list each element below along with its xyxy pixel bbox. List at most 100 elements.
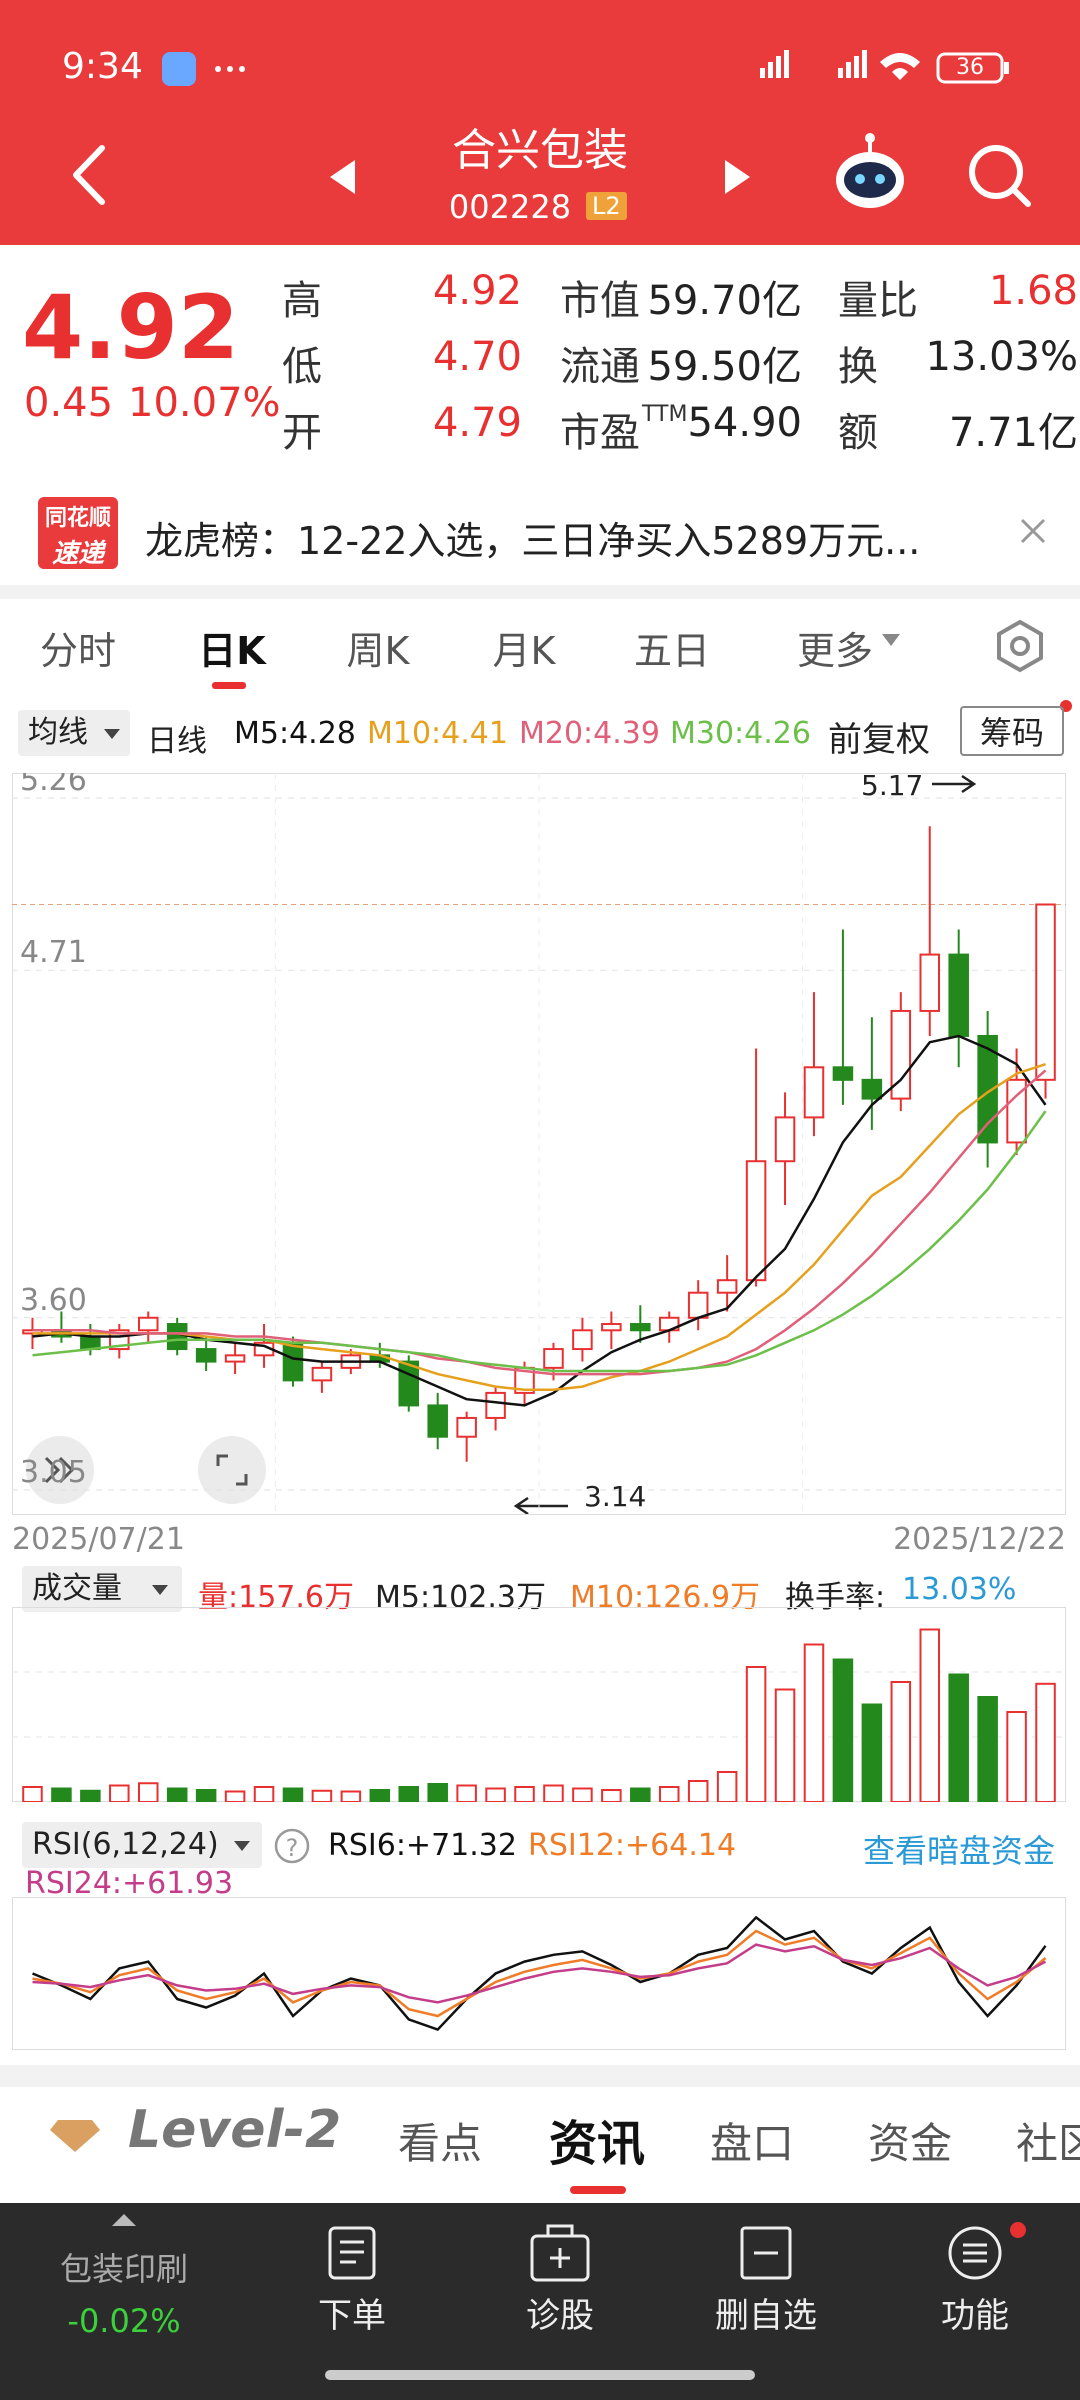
candle-body [832,1066,854,1081]
level2-brand[interactable]: Level-2 [128,2100,342,2160]
volume-bar [745,1666,767,1802]
rsi-selector[interactable]: RSI(6,12,24) [22,1822,262,1868]
volume-bar [514,1786,535,1802]
rsi-legend: RSI6:+71.32 [328,1828,517,1863]
chart-tab[interactable]: 更多 [796,629,874,673]
turnover-value: 13.03% [902,1572,1017,1607]
x-end-label: 2025/12/22 [893,1522,1066,1557]
volume-bar [166,1787,188,1802]
candle-body [919,953,941,1012]
stat-value: 4.70 [432,334,522,380]
info-tab[interactable]: 盘口 [709,2119,795,2168]
info-tab[interactable]: 看点 [397,2119,483,2168]
info-tab[interactable]: 资金 [867,2119,953,2168]
volume-bar [398,1786,420,1802]
high-annotation: 5.17 [861,773,923,802]
quote-divider [0,585,1080,599]
volume-bar [51,1787,72,1802]
stat-value: 7.71亿 [948,410,1078,456]
chart-tab[interactable]: 月K [492,629,556,673]
tab-indicator [212,682,246,689]
volume-bar [774,1688,796,1802]
stat-label: 市值 [560,278,640,324]
volume-bar [224,1790,246,1802]
sector-name[interactable]: 包装印刷 [59,2250,189,2288]
series-line [32,1063,1046,1392]
stat-value: 4.92 [432,268,522,314]
volume-bar [22,1786,43,1802]
help-icon[interactable] [274,1828,310,1864]
nav-item[interactable]: 下单 [318,2296,386,2336]
stat-label: 高 [282,278,322,324]
stat-label: 流通 [560,344,640,390]
news-close[interactable] [1020,518,1046,544]
volume-bar [832,1658,854,1802]
volume-chart [12,1607,1066,1802]
turnover-label: 换手率: [785,1580,886,1615]
volume-bar [80,1789,101,1802]
candle-body [398,1360,420,1407]
volume-bar [658,1786,680,1802]
x-start-label: 2025/07/21 [12,1522,185,1557]
volume-bar [282,1787,304,1802]
candle-body [543,1348,564,1369]
dark-pool-link[interactable]: 查看暗盘资金 [862,1832,1055,1870]
volume-legend: M5:102.3万 [375,1580,546,1615]
candle-body [774,1116,796,1163]
volume-bar [195,1789,217,1802]
series-line [32,1915,1047,2032]
news-logo-top: 同花顺 [44,506,112,531]
candle-body [22,1329,43,1335]
ma-legend: M5:4.28 [234,716,356,751]
chart-tab[interactable]: 周K [346,629,410,673]
chart-tab[interactable]: 日K [198,629,266,673]
status-time: 9:34 [62,46,143,87]
volume-bar [630,1787,651,1802]
candle-body [456,1416,477,1438]
candle-body [166,1323,188,1351]
volume-bar [572,1787,593,1802]
series-line [32,1110,1047,1373]
volume-bar [485,1787,506,1802]
y-tick-label: 3.60 [20,1283,87,1318]
series-line [32,1929,1047,2018]
price-change: 0.45 [24,380,114,426]
last-price: 4.92 [22,276,240,379]
battery-level: 36 [956,55,984,80]
ma-legend: M20:4.39 [519,716,660,751]
candle-body [195,1348,217,1363]
volume-bar [601,1789,622,1802]
help-mark: ? [286,1834,299,1862]
volume-bar [803,1643,825,1802]
volume-legend: M10:126.9万 [570,1580,761,1615]
chart-frame [12,1607,1066,1802]
more-caret [882,634,900,646]
stat-label: 量比 [838,278,918,324]
candle-body [630,1323,651,1332]
chart-tab[interactable]: 五日 [633,629,711,673]
settings-icon[interactable] [997,619,1043,673]
stat-value: 13.03% [925,334,1078,380]
chart-tab[interactable]: 分时 [39,629,117,673]
price-chart: 3.05 3.60 4.71 5.26 5.17 3.14 [12,773,1066,1515]
chip-button[interactable]: 筹码 [960,706,1064,756]
adjust-mode[interactable]: 前复权 [828,720,930,760]
nav-item[interactable]: 功能 [941,2296,1009,2336]
stat-label: 开 [282,410,322,456]
candle-body [282,1341,304,1382]
info-tab[interactable]: 资讯 [548,2116,646,2172]
news-text[interactable]: 龙虎榜：12-22入选，三日净买入5289万元... [145,519,921,563]
candle-body [137,1316,159,1332]
nav-item[interactable]: 诊股 [526,2296,594,2336]
volume-bar [1006,1711,1027,1802]
y-tick-label: 3.05 [20,1455,87,1490]
nav-item[interactable]: 删自选 [715,2296,817,2336]
chart-frame [12,1897,1066,2050]
y-tick-label: 4.71 [20,935,87,970]
candle-body [687,1291,709,1319]
info-tab[interactable]: 社区 [1015,2119,1080,2168]
candle-body [224,1354,246,1363]
volume-bar [948,1673,969,1802]
price-change-pct: 10.07% [128,380,281,426]
